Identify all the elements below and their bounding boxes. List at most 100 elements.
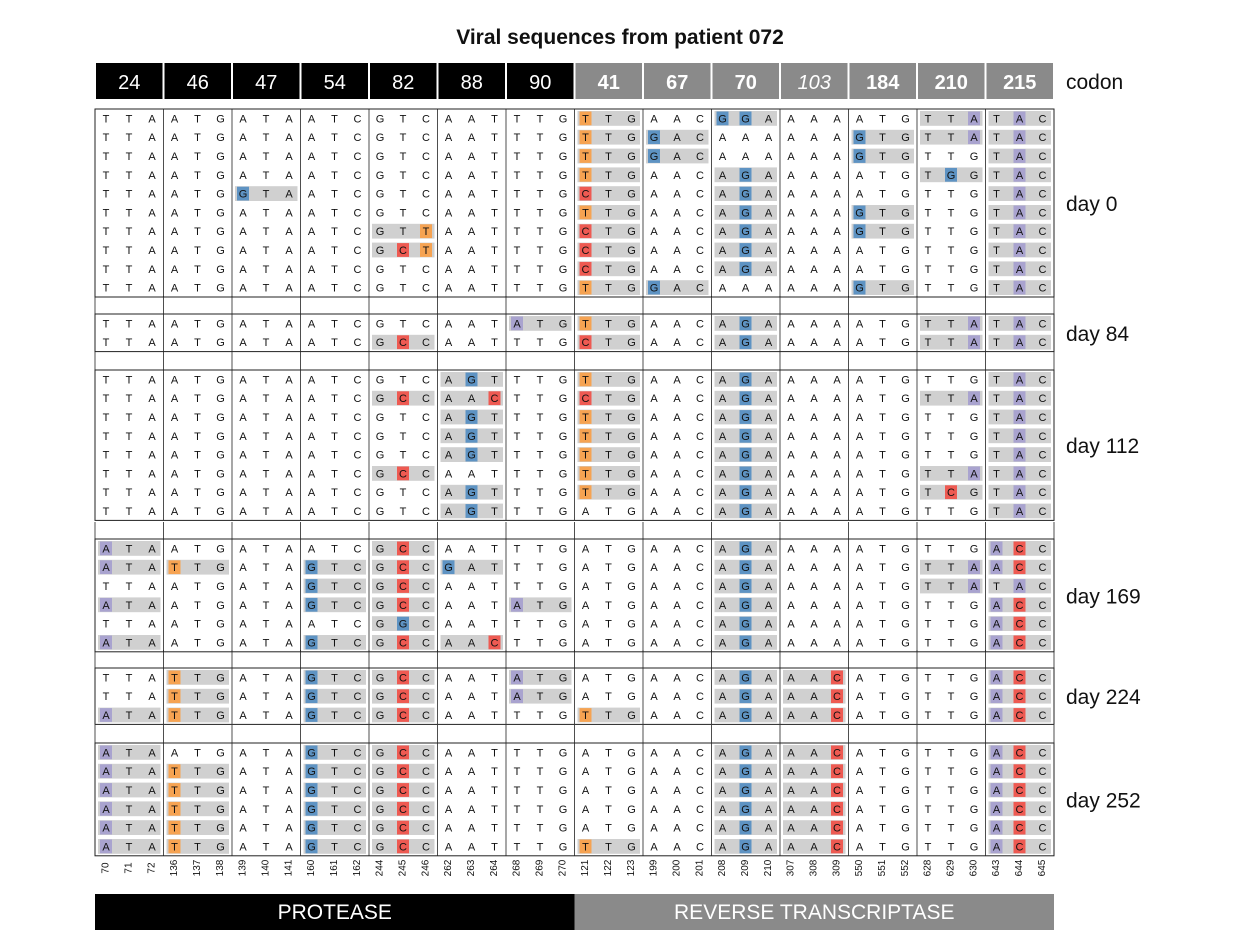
nucleotide: T: [605, 766, 612, 778]
nucleotide: T: [925, 672, 932, 684]
nucleotide: A: [673, 543, 681, 555]
nucleotide: A: [673, 823, 681, 835]
nucleotide: G: [216, 506, 225, 518]
position-number: 551: [877, 859, 888, 876]
nucleotide: T: [925, 785, 932, 797]
nucleotide: G: [376, 747, 385, 759]
mutated-nucleotide: [465, 447, 478, 462]
nucleotide: G: [901, 841, 910, 853]
nucleotide: A: [445, 450, 453, 462]
nucleotide: G: [376, 318, 385, 330]
nucleotide: A: [993, 766, 1001, 778]
nucleotide: A: [285, 226, 293, 238]
mutated-nucleotide: [442, 560, 455, 575]
nucleotide: G: [970, 264, 979, 276]
mutated-nucleotide: [579, 205, 592, 220]
nucleotide: A: [171, 450, 179, 462]
nucleotide: T: [514, 283, 521, 295]
position-number: 141: [284, 859, 295, 876]
mutated-nucleotide: [579, 466, 592, 481]
mutated-nucleotide: [579, 428, 592, 443]
mutated-codon: [98, 745, 161, 760]
nucleotide: A: [787, 804, 795, 816]
nucleotide: A: [468, 710, 476, 722]
nucleotide: C: [1039, 170, 1047, 182]
nucleotide: A: [239, 450, 247, 462]
nucleotide: A: [285, 747, 293, 759]
nucleotide: A: [468, 170, 476, 182]
mutated-nucleotide: [305, 689, 318, 704]
nucleotide: A: [970, 318, 978, 330]
nucleotide: C: [422, 691, 430, 703]
nucleotide: A: [765, 506, 773, 518]
nucleotide: A: [765, 132, 773, 144]
nucleotide: C: [422, 543, 430, 555]
nucleotide: A: [765, 207, 773, 219]
nucleotide: A: [468, 337, 476, 349]
nucleotide: T: [263, 132, 270, 144]
nucleotide: G: [970, 431, 979, 443]
nucleotide: A: [765, 747, 773, 759]
mutated-nucleotide: [168, 783, 181, 797]
nucleotide: A: [810, 412, 818, 424]
nucleotide: A: [285, 207, 293, 219]
nucleotide: T: [126, 170, 133, 182]
nucleotide: G: [901, 151, 910, 163]
nucleotide: A: [468, 245, 476, 257]
nucleotide: G: [216, 189, 225, 201]
nucleotide: A: [582, 543, 590, 555]
mutated-codon: [577, 466, 640, 481]
mutated-nucleotide: [990, 560, 1003, 575]
mutated-nucleotide: [831, 820, 843, 835]
nucleotide: A: [308, 450, 316, 462]
nucleotide: T: [263, 506, 270, 518]
nucleotide: A: [765, 785, 773, 797]
nucleotide: A: [468, 637, 476, 649]
nucleotide: T: [126, 619, 133, 631]
nucleotide: T: [948, 562, 955, 574]
nucleotide: T: [400, 506, 407, 518]
nucleotide: T: [948, 207, 955, 219]
nucleotide: T: [331, 264, 338, 276]
nucleotide: T: [103, 337, 110, 349]
nucleotide: T: [948, 710, 955, 722]
nucleotide: C: [1039, 113, 1047, 125]
nucleotide: G: [467, 506, 476, 518]
nucleotide: T: [605, 543, 612, 555]
nucleotide: G: [741, 207, 750, 219]
nucleotide: A: [719, 804, 727, 816]
mutated-nucleotide: [305, 635, 318, 650]
nucleotide: A: [1016, 264, 1024, 276]
nucleotide: C: [696, 189, 704, 201]
mutated-nucleotide: [739, 579, 752, 593]
nucleotide: C: [1039, 804, 1047, 816]
mutated-nucleotide: [990, 597, 1003, 612]
mutated-codon: [577, 167, 640, 183]
mutated-nucleotide: [579, 167, 592, 182]
nucleotide: A: [650, 672, 658, 684]
nucleotide: C: [1016, 841, 1024, 853]
nucleotide: G: [741, 412, 750, 424]
nucleotide: C: [354, 581, 362, 593]
nucleotide: G: [627, 245, 636, 257]
nucleotide: A: [468, 113, 476, 125]
nucleotide: A: [445, 132, 453, 144]
nucleotide: T: [194, 619, 201, 631]
position-number: 263: [466, 859, 477, 876]
nucleotide: A: [468, 785, 476, 797]
mutated-codon: [166, 839, 229, 854]
codon-header: 24 46 47 54 82 88 90 41 67 70 103 184 210 215: [96, 63, 1053, 99]
nucleotide: C: [1039, 543, 1047, 555]
nucleotide: T: [103, 151, 110, 163]
nucleotide: T: [491, 151, 498, 163]
nucleotide: T: [993, 189, 1000, 201]
mutated-codon: [509, 688, 572, 704]
mutated-codon: [851, 129, 914, 145]
nucleotide: T: [948, 412, 955, 424]
nucleotide: G: [216, 264, 225, 276]
nucleotide: T: [263, 318, 270, 330]
mutated-codon: [920, 129, 983, 145]
nucleotide: T: [514, 264, 521, 276]
nucleotide: A: [650, 841, 658, 853]
